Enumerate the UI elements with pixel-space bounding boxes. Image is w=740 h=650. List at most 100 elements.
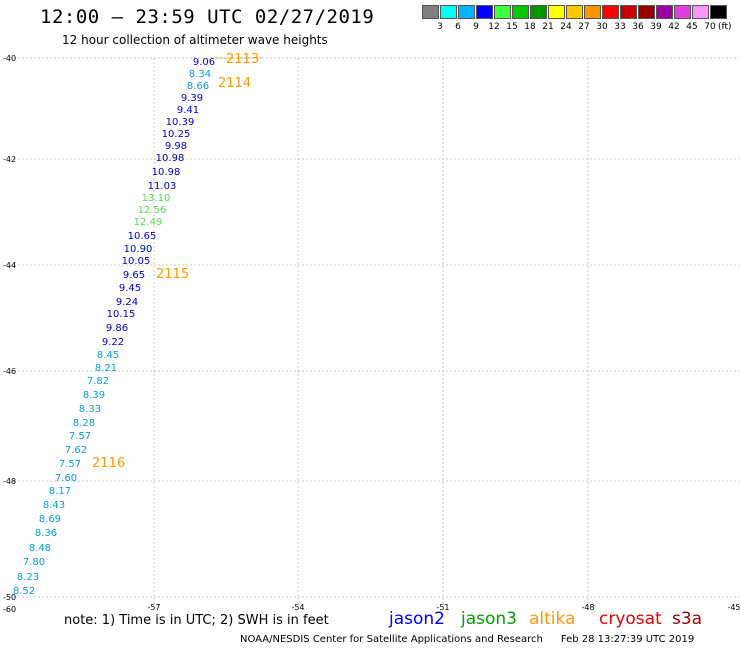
color-swatch: [422, 5, 439, 19]
wave-height-value: 13.10: [142, 193, 171, 204]
color-scale-tick: 9: [473, 22, 479, 32]
color-scale-tick: 24: [560, 22, 572, 32]
wave-height-value: 10.65: [128, 231, 157, 242]
color-scale-tick: 18: [524, 22, 536, 32]
longitude-label: -45: [727, 603, 740, 612]
color-scale-tick: 27: [578, 22, 590, 32]
latitude-label: -42: [3, 155, 16, 164]
color-scale-tick: 39: [650, 22, 662, 32]
wave-height-value: 11.03: [148, 181, 177, 192]
color-swatch: [548, 5, 565, 19]
color-swatch: [512, 5, 529, 19]
wave-height-value: 7.80: [23, 557, 45, 568]
longitude-label: -51: [436, 603, 449, 612]
color-swatch: [620, 5, 637, 19]
color-scale-tick: 6: [455, 22, 461, 32]
color-scale-tick: 70: [704, 22, 716, 32]
wave-height-value: 8.48: [29, 543, 51, 554]
wave-height-value: 10.25: [162, 129, 191, 140]
wave-height-value: 9.86: [106, 323, 128, 334]
color-swatch: [566, 5, 583, 19]
color-swatch: [584, 5, 601, 19]
wave-height-value: 9.22: [102, 337, 124, 348]
wave-height-value: 8.39: [83, 390, 105, 401]
color-swatch: [638, 5, 655, 19]
wave-height-value: 8.28: [73, 418, 95, 429]
longitude-label: -48: [581, 603, 594, 612]
wave-height-value: 12.56: [138, 205, 167, 216]
wave-height-value: 8.52: [13, 586, 35, 597]
wave-height-value: 7.60: [55, 473, 77, 484]
legend-jason3: jason3: [461, 609, 517, 629]
color-scale-tick: 15: [506, 22, 518, 32]
generation-timestamp: Feb 28 13:27:39 UTC 2019: [560, 634, 695, 645]
color-scale-tick: 12: [488, 22, 500, 32]
wave-height-value: 9.98: [165, 141, 187, 152]
chart-title: 12:00 — 23:59 UTC 02/27/2019: [40, 6, 375, 28]
wave-height-value: 8.69: [39, 514, 61, 525]
latitude-label: -44: [3, 261, 16, 270]
chart-subtitle: 12 hour collection of altimeter wave hei…: [62, 33, 328, 47]
credit-text: NOAA/NESDIS Center for Satellite Applica…: [240, 634, 543, 645]
color-scale-tick: 33: [614, 22, 626, 32]
wave-height-value: 9.41: [177, 105, 199, 116]
wave-height-value: 12.49: [134, 217, 163, 228]
wave-height-value: 7.57: [69, 431, 91, 442]
latitude-label: -48: [3, 477, 16, 486]
wave-height-value: 8.66: [187, 81, 209, 92]
longitude-label: -54: [291, 603, 304, 612]
color-swatch: [476, 5, 493, 19]
wave-height-value: 10.90: [124, 244, 153, 255]
time-label: 2116: [92, 456, 125, 471]
legend-s3a: s3a: [672, 609, 703, 629]
color-swatch: [440, 5, 457, 19]
color-swatch: [674, 5, 691, 19]
time-label: 2113: [226, 52, 259, 67]
wave-height-value: 8.17: [49, 486, 71, 497]
wave-height-value: 7.62: [65, 445, 87, 456]
wave-height-value: 7.57: [59, 459, 81, 470]
color-scale-tick: 21: [542, 22, 554, 32]
wave-height-value: 10.15: [107, 309, 136, 320]
color-swatch: [602, 5, 619, 19]
color-swatch: [458, 5, 475, 19]
wave-height-value: 10.98: [156, 153, 185, 164]
color-swatch: [494, 5, 511, 19]
wave-height-value: 9.45: [119, 283, 141, 294]
color-swatch: [530, 5, 547, 19]
latitude-label: -46: [3, 367, 16, 376]
wave-height-value: 8.21: [95, 363, 117, 374]
color-scale-tick: 3: [437, 22, 443, 32]
color-swatch: [692, 5, 709, 19]
color-scale-tick: 30: [596, 22, 608, 32]
wave-height-value: 8.45: [97, 350, 119, 361]
wave-height-value: 10.05: [122, 256, 151, 267]
wave-height-value: 8.34: [189, 69, 211, 80]
color-scale-tick: 36: [632, 22, 644, 32]
legend-altika: altika: [529, 609, 576, 629]
footer-credit: NOAA/NESDIS Center for Satellite Applica…: [240, 634, 694, 645]
color-swatch: [710, 5, 727, 19]
units-note: note: 1) Time is in UTC; 2) SWH is in fe…: [64, 613, 329, 628]
wave-height-value: 8.36: [35, 528, 57, 539]
wave-height-value: 9.39: [181, 93, 203, 104]
legend-cryosat: cryosat: [599, 609, 662, 629]
longitude-label: -57: [147, 603, 160, 612]
wave-height-value: 10.39: [166, 117, 195, 128]
wave-height-value: 7.82: [87, 376, 109, 387]
wave-height-value: 8.23: [17, 572, 39, 583]
wave-height-value: 9.24: [116, 297, 138, 308]
wave-height-value: 9.65: [123, 270, 145, 281]
legend-jason2: jason2: [389, 609, 445, 629]
wave-height-value: 8.43: [43, 500, 65, 511]
color-swatch: [656, 5, 673, 19]
latitude-label: -50: [3, 593, 16, 602]
color-scale-tick: 42: [668, 22, 680, 32]
color-scale-unit: (ft): [718, 22, 732, 32]
wave-height-value: 9.06: [193, 57, 215, 68]
latitude-label: -40: [3, 54, 16, 63]
wave-height-value: 8.33: [79, 404, 101, 415]
time-label: 2115: [156, 267, 189, 282]
color-scale-tick: 45: [686, 22, 698, 32]
